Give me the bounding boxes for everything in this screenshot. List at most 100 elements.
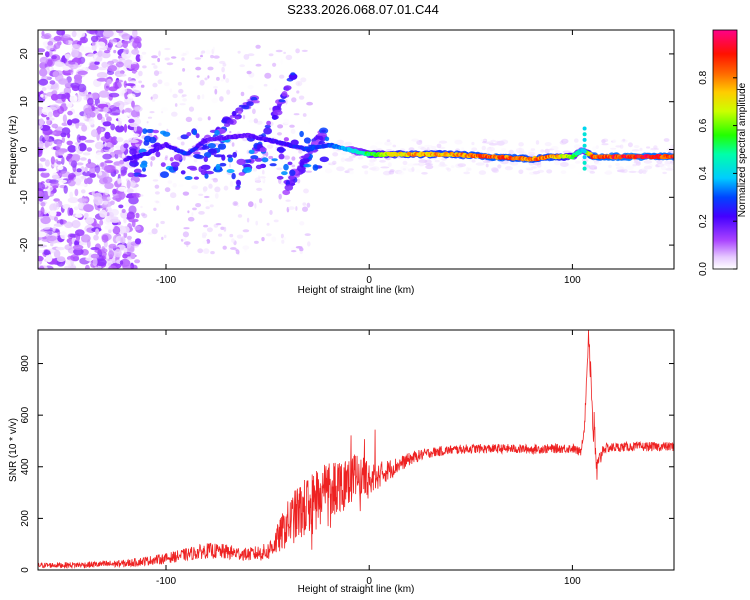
heat-noise-blob [86,53,98,60]
heat-spot-blob [180,170,186,175]
heat-noise-blob [151,228,158,235]
heat-noise-blob [256,120,263,125]
heat-halo-blob [369,145,378,150]
heat-noise-blob [108,92,120,98]
heat-noise-blob [220,226,225,230]
heat-spot-blob [137,174,147,178]
heat-noise-blob [104,182,114,189]
colorbar-label: Normalized spectral amplitude [737,82,748,217]
heat-noise-blob [41,34,51,39]
heat-halo-blob [665,168,674,171]
heat-halo-blob [628,170,637,173]
heat-noise-blob [285,199,291,202]
heat-noise-blob [99,219,104,226]
heat-halo-blob [491,167,499,173]
heat-noise-blob [209,204,214,208]
spectrogram-x-ticks: -100 0 100 [156,30,581,286]
heat-noise-blob [199,151,205,155]
heat-noise-blob [129,180,136,188]
heat-noise-blob [205,49,211,55]
heat-noise-blob [41,87,47,91]
heat-noise-blob [139,194,144,197]
heat-noise-blob [197,117,203,122]
heat-noise-blob [40,206,45,215]
heat-noise-blob [155,200,160,204]
heat-noise-blob [203,248,210,254]
heat-noise-blob [40,171,50,178]
heat-halo-blob [501,148,507,151]
heat-spot-blob [194,154,205,159]
heat-noise-blob [214,186,221,193]
heat-halo-blob [619,144,624,149]
heat-noise-blob [182,238,187,241]
heat-halo-blob [433,165,440,169]
heat-noise-blob [68,241,72,247]
heat-halo-blob [364,170,369,175]
heat-spot-blob [186,132,192,137]
heat-spot-blob [207,143,216,149]
heat-noise-blob [214,88,218,95]
heat-noise-blob [97,50,103,57]
heat-band-blob [273,109,283,116]
colorbar-tick-label: 0.4 [698,166,709,180]
chart-title: S233.2026.068.07.01.C44 [287,2,439,17]
heat-noise-blob [152,179,159,182]
y-tick-label: 200 [20,510,31,527]
heat-noise-blob [201,232,208,237]
heat-spot-blob [215,163,221,171]
heat-noise-blob [261,237,265,242]
heat-noise-blob [236,234,244,239]
heat-noise-blob [86,30,97,34]
heat-noise-blob [159,201,162,207]
heat-noise-blob [277,132,282,136]
heat-noise-blob [120,87,128,94]
heat-noise-blob [77,202,84,209]
heat-noise-blob [64,53,71,59]
heat-noise-blob [247,85,254,90]
heat-noise-blob [172,183,177,188]
heat-noise-blob [120,236,126,245]
heat-noise-blob [177,81,182,86]
heat-noise-blob [174,103,178,107]
heat-band-blob [226,119,234,125]
heat-noise-blob [242,245,250,250]
heat-noise-blob [49,80,56,85]
heat-noise-blob [130,252,136,260]
heat-noise-blob [269,107,272,111]
heat-halo-blob [420,147,427,151]
heat-noise-blob [219,96,224,102]
heat-noise-blob [154,184,160,189]
heat-noise-blob [220,79,224,82]
heat-noise-blob [163,234,167,239]
heat-halo-blob [434,159,440,163]
heat-noise-blob [200,55,203,58]
heat-noise-blob [210,251,215,255]
heat-noise-blob [61,156,65,165]
heat-noise-blob [73,248,84,256]
heat-noise-blob [151,99,156,102]
heat-noise-blob [132,85,143,94]
heat-halo-blob [589,171,596,174]
heat-band-blob [238,110,242,115]
heat-noise-blob [242,138,248,142]
heat-halo-blob [500,139,509,145]
heat-noise-blob [71,220,81,229]
heat-spot-blob [232,151,237,158]
heat-band-blob [266,120,271,126]
heat-noise-blob [170,192,177,199]
heat-halo-blob [347,168,354,171]
heat-halo-blob [568,164,576,169]
heat-noise-blob [302,206,308,212]
snr-y-label: SNR (10 * v/v) [8,418,19,482]
heat-noise-blob [199,79,205,86]
heat-noise-blob [97,265,102,269]
heat-halo-blob [439,146,446,149]
heat-noise-blob [308,120,311,125]
heat-noise-blob [69,94,78,104]
heat-ridge-spike [582,160,587,165]
heat-noise-blob [284,155,290,160]
heat-halo-blob [504,166,513,171]
heat-halo-blob [389,169,395,173]
heat-halo-blob [540,149,545,153]
heat-noise-blob [229,180,234,187]
